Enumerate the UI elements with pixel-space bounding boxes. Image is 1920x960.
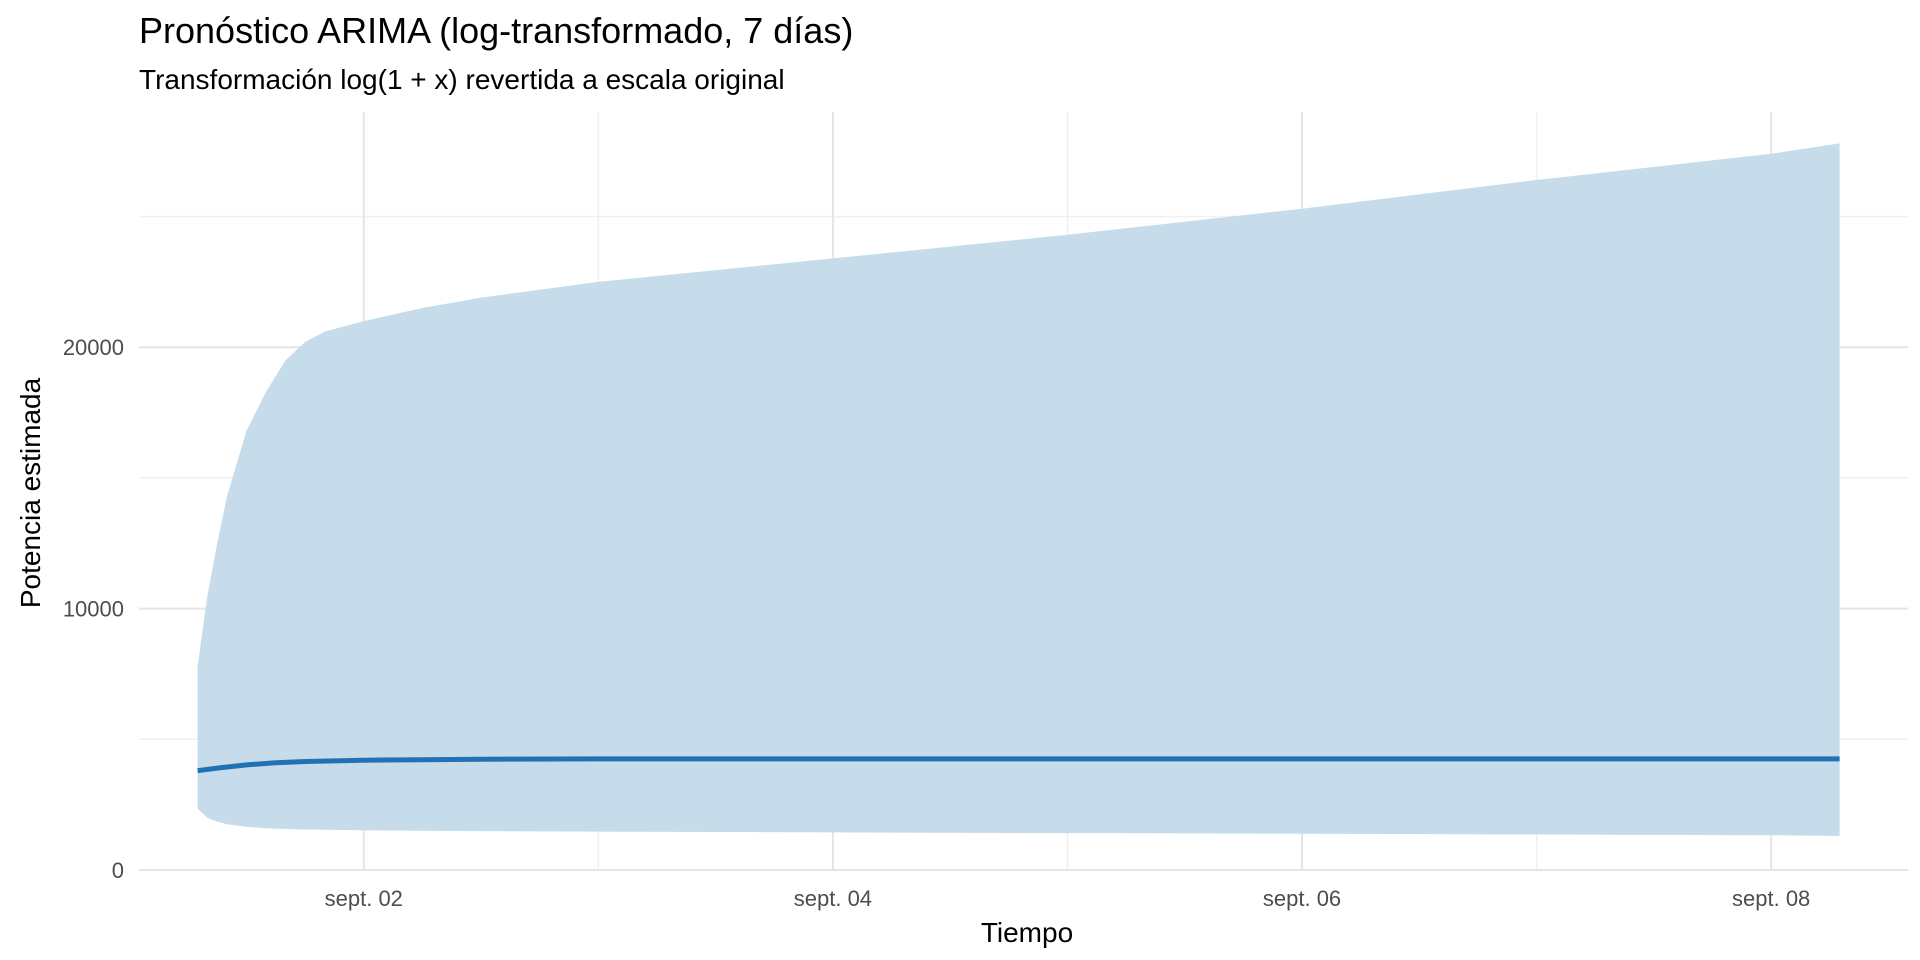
forecast-line bbox=[197, 756, 1840, 774]
confidence-band bbox=[197, 143, 1840, 836]
x-axis-ticks: sept. 02 sept. 04 sept. 06 sept. 08 bbox=[325, 886, 1811, 911]
x-tick-label: sept. 08 bbox=[1732, 886, 1810, 911]
chart-title: Pronóstico ARIMA (log-transformado, 7 dí… bbox=[139, 10, 854, 51]
y-tick-label: 20000 bbox=[63, 335, 124, 360]
y-axis-label: Potencia estimada bbox=[15, 377, 46, 608]
forecast-line-layer bbox=[197, 756, 1840, 774]
x-tick-label: sept. 02 bbox=[325, 886, 403, 911]
y-tick-label: 10000 bbox=[63, 597, 124, 622]
x-axis-label: Tiempo bbox=[981, 917, 1073, 948]
y-tick-label: 0 bbox=[112, 858, 124, 883]
x-tick-label: sept. 06 bbox=[1263, 886, 1341, 911]
y-axis-ticks: 0 10000 20000 bbox=[63, 335, 124, 883]
x-tick-label: sept. 04 bbox=[794, 886, 872, 911]
confidence-band-layer bbox=[197, 143, 1840, 836]
chart-subtitle: Transformación log(1 + x) revertida a es… bbox=[139, 64, 785, 95]
